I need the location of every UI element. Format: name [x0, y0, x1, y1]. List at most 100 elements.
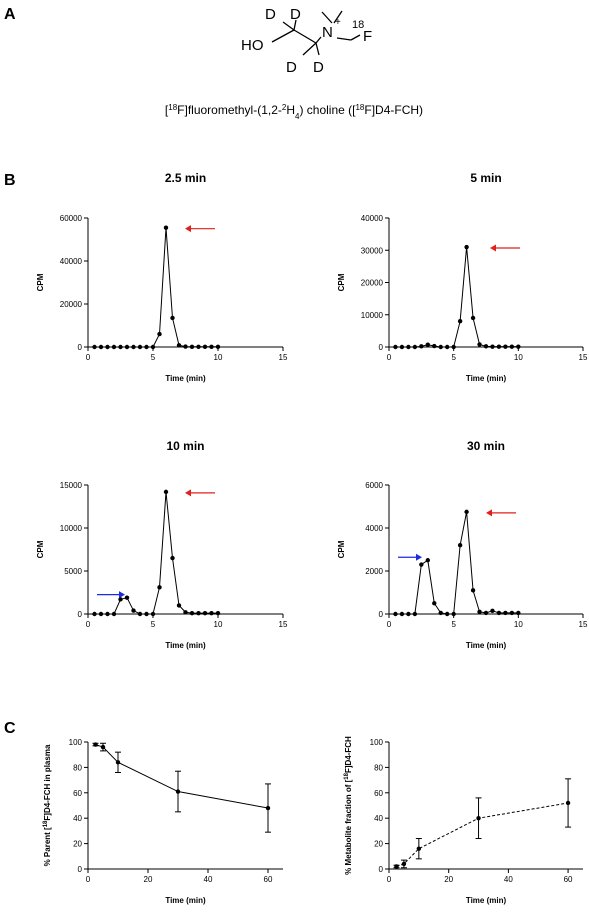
x-tick-label: 0 — [387, 875, 392, 884]
chart-3: 10 min 0 5000 10000 15000 0 5 10 15 Time (min) CPM — [36, 439, 288, 650]
x-tick-label: 10 — [214, 353, 223, 362]
data-point — [131, 608, 136, 613]
y-axis-title: CPM — [337, 540, 346, 558]
x-tick-label: 40 — [204, 875, 213, 884]
data-point — [496, 610, 502, 616]
blue-arrow-icon — [416, 553, 422, 561]
y-tick-label: 100 — [69, 738, 83, 747]
data-point — [490, 344, 495, 349]
data-point — [393, 611, 398, 617]
data-point — [509, 344, 515, 349]
data-point — [209, 610, 214, 616]
data-point — [406, 344, 411, 350]
data-point — [399, 344, 405, 350]
data-point — [144, 611, 149, 617]
data-point — [137, 611, 143, 617]
y-tick-label: 4000 — [365, 524, 383, 533]
data-point — [406, 611, 411, 617]
data-point — [215, 344, 221, 349]
data-point — [483, 344, 489, 349]
data-point — [464, 244, 469, 250]
atom-nitrogen: N — [322, 24, 333, 41]
series-line — [94, 491, 218, 615]
x-tick-label: 10 — [214, 620, 223, 629]
data-point — [457, 319, 463, 324]
chart-title: 2.5 min — [165, 171, 206, 185]
atom-deuterium-1: D — [265, 6, 276, 23]
x-tick-label: 0 — [387, 353, 392, 362]
data-point — [451, 611, 456, 617]
data-point — [183, 610, 188, 615]
data-point — [144, 344, 149, 350]
y-tick-label: 60 — [374, 789, 383, 798]
data-point — [93, 742, 98, 747]
x-tick-label: 10 — [514, 620, 523, 629]
red-arrow-icon — [185, 489, 191, 497]
data-point — [503, 344, 508, 349]
data-point — [419, 344, 424, 349]
panel-label-b: B — [4, 172, 16, 189]
red-arrow-icon — [490, 244, 496, 252]
x-axis-title: Time (min) — [466, 896, 507, 905]
panel-label-a: A — [4, 6, 16, 23]
y-tick-label: 60 — [73, 789, 82, 798]
series-line — [95, 744, 269, 809]
x-tick-label: 15 — [579, 353, 588, 362]
series-line — [396, 802, 569, 867]
data-point — [202, 610, 208, 616]
chart-2: 5 min 0 10000 20000 30000 40000 0 5 10 15 Time (mi… — [337, 171, 588, 383]
y-tick-label: 6000 — [365, 481, 383, 490]
data-point — [170, 315, 175, 321]
data-point — [464, 509, 469, 515]
y-tick-label: 20 — [374, 840, 383, 849]
data-point — [457, 543, 463, 548]
y-axis-title: % Metabolite fraction of [18F]D4-FCH — [344, 736, 353, 875]
data-point — [157, 585, 162, 590]
data-point — [183, 344, 188, 349]
data-point — [401, 861, 407, 867]
x-axis-title: Time (min) — [165, 896, 206, 905]
x-tick-label: 20 — [144, 875, 153, 884]
atom-deuterium-2: D — [290, 6, 301, 23]
data-point — [131, 344, 136, 350]
data-point — [157, 331, 162, 337]
data-point — [451, 344, 456, 350]
isotope-18: 18 — [352, 19, 364, 31]
data-point — [175, 789, 181, 794]
x-tick-label: 0 — [387, 620, 392, 629]
y-tick-label: 40000 — [60, 257, 83, 266]
data-point — [92, 344, 97, 350]
y-tick-label: 40000 — [361, 214, 384, 223]
charge-plus: + — [335, 17, 341, 28]
chemical-structure: HO D D D D N + 18 F — [241, 6, 372, 76]
y-axis-title: CPM — [337, 273, 346, 291]
y-tick-label: 100 — [370, 738, 384, 747]
data-point — [438, 610, 443, 616]
y-tick-label: 0 — [379, 343, 384, 352]
data-point — [111, 611, 117, 617]
x-tick-label: 0 — [86, 620, 91, 629]
data-point — [150, 344, 156, 350]
data-point — [150, 611, 156, 617]
y-tick-label: 40 — [374, 814, 383, 823]
data-point — [111, 344, 117, 350]
data-point — [92, 611, 97, 617]
data-point — [509, 610, 515, 616]
data-point — [176, 343, 182, 348]
data-point — [470, 588, 476, 593]
data-point — [124, 595, 130, 600]
data-point — [215, 610, 221, 616]
x-axis-title: Time (min) — [165, 374, 206, 383]
y-tick-label: 10000 — [60, 524, 83, 533]
chart-6: 0 20 40 60 80 100 0 20 40 60 Time (min) % Metabolit… — [344, 736, 583, 905]
data-point — [416, 846, 422, 851]
y-axis-title: % Parent [18F]D4-FCH in plasma — [43, 744, 52, 866]
chart-4: 30 min 0 2000 4000 6000 0 5 10 15 Time (min) CPM — [337, 439, 588, 650]
x-tick-label: 40 — [504, 875, 513, 884]
y-tick-label: 20000 — [361, 279, 384, 288]
data-point — [163, 489, 169, 495]
x-tick-label: 5 — [451, 620, 456, 629]
data-point — [445, 344, 450, 350]
red-arrow-icon — [486, 509, 492, 517]
